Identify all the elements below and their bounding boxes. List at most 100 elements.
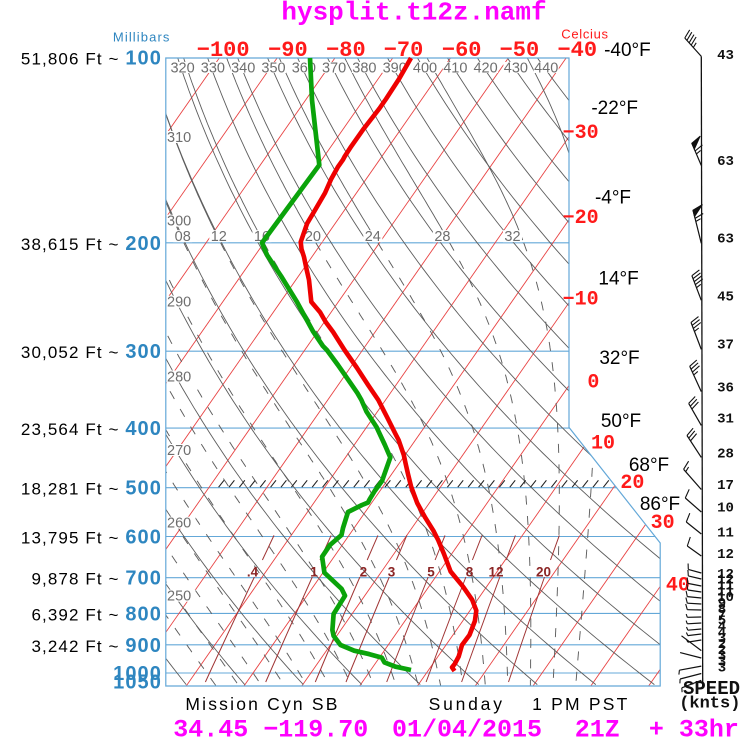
svg-text:86°F: 86°F: [640, 494, 680, 515]
svg-text:11: 11: [717, 526, 734, 542]
svg-text:31: 31: [717, 412, 734, 428]
svg-text:23,564 Ft ~ 400: 23,564 Ft ~ 400: [21, 418, 162, 440]
svg-text:370: 370: [322, 60, 346, 76]
svg-text:6,392 Ft ~ 800: 6,392 Ft ~ 800: [31, 603, 162, 625]
svg-text:7: 7: [718, 608, 726, 624]
svg-text:3,242 Ft ~ 900: 3,242 Ft ~ 900: [31, 635, 162, 657]
svg-text:01/04/2015: 01/04/2015: [392, 715, 542, 741]
svg-text:28: 28: [717, 446, 734, 462]
svg-text:−90: −90: [268, 38, 308, 63]
svg-text:9,878 Ft ~ 700: 9,878 Ft ~ 700: [31, 568, 162, 590]
svg-text:340: 340: [231, 60, 255, 76]
svg-text:12: 12: [717, 573, 734, 589]
svg-text:38,615 Ft ~ 200: 38,615 Ft ~ 200: [21, 233, 162, 255]
svg-text:(knts): (knts): [679, 694, 740, 713]
svg-text:3: 3: [388, 565, 396, 580]
svg-text:34.45 −119.70: 34.45 −119.70: [173, 715, 368, 741]
svg-text:−80: −80: [326, 38, 366, 63]
svg-text:2: 2: [718, 637, 726, 653]
svg-text:290: 290: [167, 295, 191, 311]
svg-text:11: 11: [717, 579, 734, 595]
svg-text:11: 11: [717, 584, 734, 600]
svg-text:280: 280: [167, 370, 191, 386]
svg-text:−70: −70: [384, 38, 424, 63]
svg-text:21Z: 21Z: [575, 715, 620, 741]
svg-text:18,281 Ft ~ 500: 18,281 Ft ~ 500: [21, 478, 162, 500]
svg-text:10: 10: [591, 433, 615, 456]
svg-text:28: 28: [434, 229, 450, 245]
svg-text:51,806 Ft ~ 100: 51,806 Ft ~ 100: [21, 48, 162, 70]
svg-text:410: 410: [443, 60, 467, 76]
svg-text:10: 10: [717, 590, 734, 606]
svg-text:−20: −20: [563, 207, 599, 230]
svg-text:1 PM PST: 1 PM PST: [532, 694, 629, 714]
svg-text:hysplit.t12z.namf: hysplit.t12z.namf: [281, 0, 546, 28]
svg-text:2: 2: [360, 565, 368, 580]
svg-text:310: 310: [167, 130, 191, 146]
svg-text:1: 1: [310, 565, 318, 580]
svg-text:5: 5: [718, 614, 726, 630]
svg-text:50°F: 50°F: [601, 411, 641, 432]
svg-text:300: 300: [167, 214, 191, 230]
svg-text:43: 43: [717, 48, 734, 64]
svg-text:0: 0: [587, 372, 599, 395]
svg-text:12: 12: [717, 547, 734, 563]
svg-text:270: 270: [167, 443, 191, 459]
svg-text:20: 20: [305, 229, 321, 245]
svg-text:Mission Cyn SB: Mission Cyn SB: [185, 694, 339, 714]
svg-text:Sunday: Sunday: [429, 694, 505, 714]
svg-text:−10: −10: [563, 289, 599, 312]
svg-text:8: 8: [718, 602, 726, 618]
svg-text:5: 5: [427, 565, 435, 580]
svg-text:−100: −100: [197, 38, 250, 63]
svg-text:+ 33hr: + 33hr: [649, 715, 739, 741]
svg-text:4: 4: [718, 619, 726, 635]
svg-text:420: 420: [473, 60, 497, 76]
svg-text:08: 08: [175, 229, 191, 245]
svg-text:36: 36: [717, 381, 734, 397]
svg-text:32: 32: [504, 229, 520, 245]
svg-text:40: 40: [666, 575, 690, 598]
svg-text:68°F: 68°F: [629, 455, 669, 476]
svg-text:12: 12: [488, 565, 503, 580]
svg-text:12: 12: [717, 567, 734, 583]
svg-text:400: 400: [413, 60, 437, 76]
svg-text:17: 17: [717, 478, 734, 494]
svg-text:1050: 1050: [113, 672, 162, 694]
svg-text:Millibars: Millibars: [113, 30, 171, 45]
svg-text:14°F: 14°F: [598, 269, 638, 290]
svg-text:20: 20: [620, 472, 644, 495]
svg-text:430: 430: [504, 60, 528, 76]
svg-text:8: 8: [466, 565, 474, 580]
svg-text:−60: −60: [442, 38, 482, 63]
svg-text:SPEED: SPEED: [683, 678, 740, 700]
svg-text:-4°F: -4°F: [595, 188, 631, 209]
svg-text:440: 440: [534, 60, 558, 76]
svg-text:32°F: 32°F: [599, 348, 639, 369]
svg-text:24: 24: [365, 229, 381, 245]
svg-text:63: 63: [717, 232, 734, 248]
svg-text:10: 10: [717, 501, 734, 517]
svg-text:260: 260: [167, 516, 191, 532]
svg-text:−30: −30: [563, 122, 599, 145]
svg-text:−50: −50: [500, 38, 540, 63]
svg-text:63: 63: [717, 154, 734, 170]
svg-text:3: 3: [718, 649, 726, 665]
svg-text:45: 45: [717, 290, 734, 306]
svg-text:12: 12: [211, 229, 227, 245]
svg-text:30,052 Ft ~ 300: 30,052 Ft ~ 300: [21, 341, 162, 363]
svg-text:Celcius: Celcius: [561, 27, 609, 42]
svg-text:37: 37: [717, 337, 734, 353]
svg-text:2: 2: [718, 643, 726, 659]
svg-text:9: 9: [718, 596, 726, 612]
svg-text:-40°F: -40°F: [604, 40, 651, 61]
svg-text:3: 3: [718, 660, 726, 676]
svg-text:350: 350: [261, 60, 285, 76]
svg-text:13,795 Ft ~ 600: 13,795 Ft ~ 600: [21, 527, 162, 549]
svg-text:330: 330: [201, 60, 225, 76]
svg-text:1000: 1000: [113, 663, 162, 685]
svg-text:20: 20: [536, 565, 551, 580]
svg-text:3: 3: [718, 655, 726, 671]
svg-text:250: 250: [167, 589, 191, 605]
svg-text:-22°F: -22°F: [591, 98, 638, 119]
